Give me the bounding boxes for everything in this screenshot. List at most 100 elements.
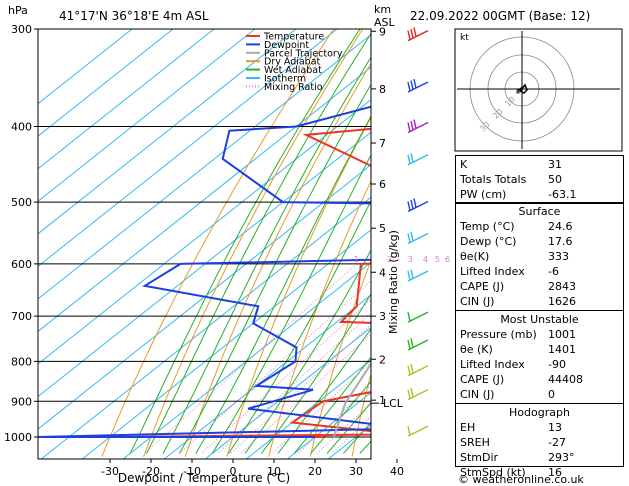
profile-temperature (109, 127, 371, 438)
wet-adiabat-line (195, 115, 371, 454)
indices-top-box: K 31 Totals Totals 50 PW (cm) -63.1 (455, 155, 624, 203)
wind-barb (407, 121, 429, 134)
temp-tick-label: -30 (101, 465, 119, 478)
wind-barb (407, 232, 429, 245)
pressure-tick-label: 300 (11, 23, 32, 36)
profiles (38, 105, 371, 438)
index-label: CIN (J) (460, 295, 495, 308)
wind-barb (407, 389, 429, 401)
index-value: 13 (548, 421, 562, 434)
wind-barb-flag (407, 30, 411, 40)
temp-tick-label: -20 (142, 465, 160, 478)
mixing-ratio-label: 1 (354, 255, 359, 264)
most-unstable-header: Most Unstable (500, 313, 579, 326)
km-tick-label: 7 (379, 137, 386, 150)
wet-adiabat-line (228, 199, 371, 454)
wind-barb-flag (407, 339, 411, 350)
index-label: CAPE (J) (460, 373, 505, 386)
index-value: 1626 (548, 295, 576, 308)
isotherm-line (245, 359, 371, 459)
isotherm-line (38, 29, 338, 267)
index-label: CAPE (J) (460, 280, 505, 293)
surface-row: θe(K) 333 (456, 249, 623, 264)
profile-dewpoint (38, 105, 371, 438)
frame-rect (37, 28, 372, 460)
credit-text: © weatheronline.co.uk (458, 473, 584, 486)
axes: 300 400 500 600 700 800 900 1000 -30 -20 -10 0 10 20 3… (4, 23, 404, 478)
index-label: PW (cm) (460, 188, 507, 201)
isotherm-line (40, 196, 371, 459)
km-tick-label: 8 (379, 83, 386, 96)
surface-row: CAPE (J) 2843 (456, 279, 623, 294)
index-label: Pressure (mb) (460, 328, 537, 341)
index-value: 24.6 (548, 220, 573, 233)
hodograph-row: StmSpd (kt) 16 (456, 465, 623, 480)
wind-barb (407, 339, 429, 351)
hodograph-box (454, 28, 623, 152)
index-value: -63.1 (548, 188, 577, 201)
index-value: 0 (548, 388, 555, 401)
hodograph-storm-marker (516, 90, 520, 94)
mixing-ratio-label: 4 (423, 255, 428, 264)
wind-barb-flag (410, 120, 414, 131)
most-unstable-row: CAPE (J) 44408 (456, 372, 623, 387)
profile-parcel-trajectory (332, 362, 371, 438)
mixing-ratio-label: 3 (408, 255, 413, 264)
dry-adiabat-line (268, 179, 371, 457)
surface-row: CIN (J) 1626 (456, 294, 623, 309)
dry-adiabat-line (226, 116, 371, 457)
temp-tick-label: 10 (267, 465, 281, 478)
wind-barb (407, 270, 429, 282)
km-label: km (374, 3, 391, 16)
isotherm-line (38, 29, 215, 170)
section-divider (456, 403, 623, 404)
wet-adiabat-line (146, 32, 371, 454)
isotherm-line (38, 29, 133, 105)
dry-adiabat-line (351, 372, 371, 457)
mixing-ratio-label: 6 (445, 255, 450, 264)
mixing-ratio-label: 5 (435, 255, 440, 264)
wind-barb-flag (410, 153, 414, 163)
wind-barb-flag (413, 78, 417, 89)
index-label: K (460, 158, 468, 171)
index-label: θe(K) (460, 250, 490, 263)
hodograph-header: Hodograph (509, 406, 570, 419)
wet-adiabat-line (178, 83, 371, 454)
index-label: StmSpd (kt) (460, 466, 526, 479)
location-label: 41°17'N 36°18'E 4m ASL (59, 9, 209, 23)
asl-label: ASL (374, 16, 396, 29)
wet-adiabat-line (261, 292, 371, 454)
legend-label: Mixing Ratio (264, 82, 323, 93)
most-unstable-row: CIN (J) 0 (456, 387, 623, 402)
index-value: -6 (548, 265, 559, 278)
wet-adiabat-line (310, 380, 371, 454)
index-value: -27 (548, 436, 566, 449)
index-label: StmDir (460, 451, 499, 464)
index-value: 1001 (548, 328, 576, 341)
mixing-ratio-line (229, 323, 371, 454)
hodograph-row: EH 13 (456, 420, 623, 435)
wet-adiabat-line (129, 29, 361, 454)
most-unstable-row: θe (K) 1401 (456, 342, 623, 357)
wind-barb-flag (410, 28, 414, 39)
wind-barb-flag (407, 233, 411, 243)
km-tick-label: 6 (379, 178, 386, 191)
index-value: 2843 (548, 280, 576, 293)
temp-tick-label: -10 (183, 465, 201, 478)
hodograph-trace (516, 83, 528, 94)
pressure-tick-label: 800 (11, 355, 32, 368)
isotherm-line (38, 29, 297, 235)
surface-header: Surface (518, 205, 561, 218)
plot-frame (37, 28, 372, 460)
wind-barbs (407, 27, 429, 437)
index-value: -90 (548, 358, 566, 371)
index-label: SREH (460, 436, 490, 449)
index-value: 333 (548, 250, 569, 263)
isotherm-line (81, 229, 371, 459)
legend-label: Parcel Trajectory (264, 48, 343, 59)
wind-barb (407, 311, 429, 323)
surface-row: Dewp (°C) 17.6 (456, 234, 623, 249)
